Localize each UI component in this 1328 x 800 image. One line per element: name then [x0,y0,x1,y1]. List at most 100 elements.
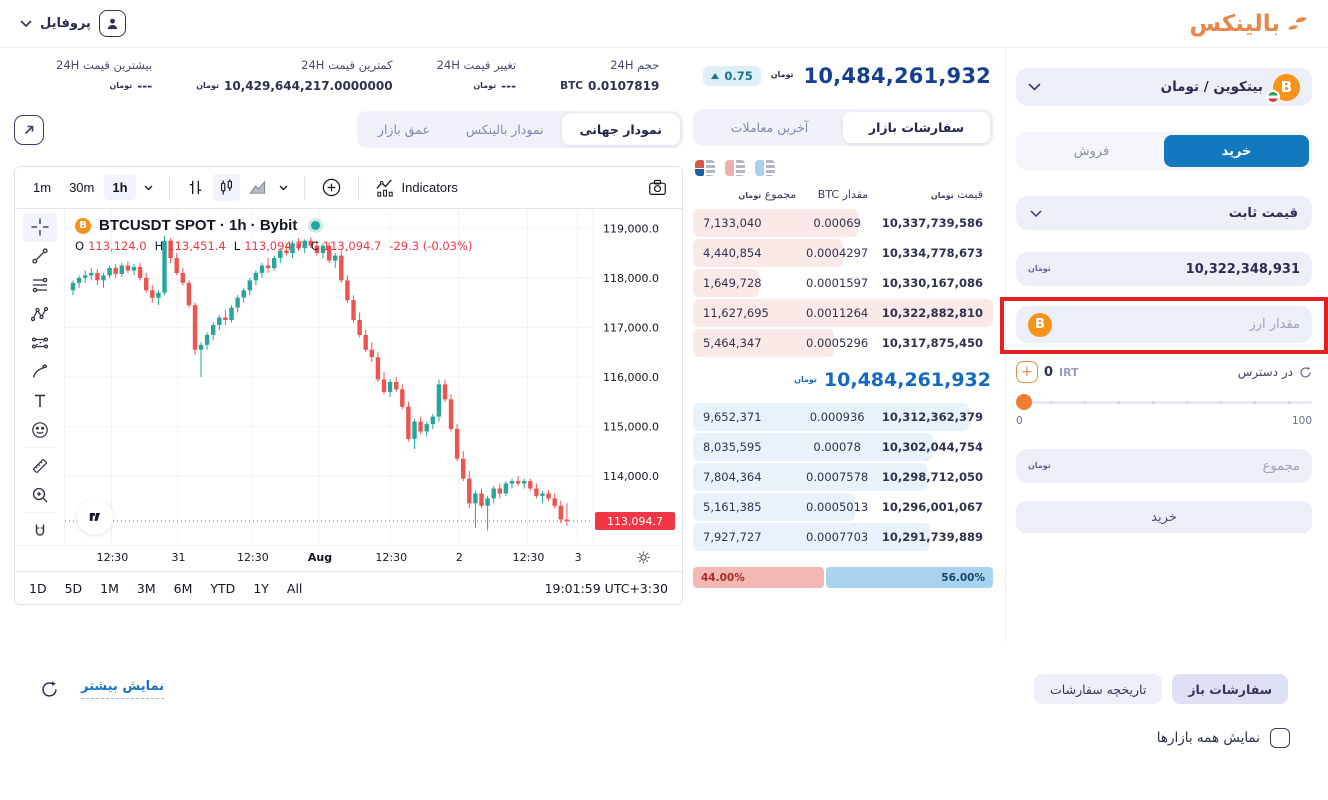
tab-global-chart[interactable]: نمودار جهانی [561,114,680,145]
ask-amount: 0.0005296 [806,336,869,350]
bid-price: 10,296,001,067 [881,500,983,514]
candlestick-chart[interactable]: 119,000.0 118,000.0 117,000.0 116,000.0 115,… [65,211,681,543]
ask-row[interactable]: 11,627,695 0.0011264 10,322,882,810 [693,299,993,327]
last-price: 10,484,261,932 [803,63,991,88]
ask-amount: 0.0001597 [806,276,869,290]
deposit-plus-button[interactable]: + [1016,361,1038,383]
show-all-markets-label: نمایش همه بازارها [1156,730,1260,746]
compare-add-icon[interactable] [317,173,346,202]
svg-text:113,094.7: 113,094.7 [607,515,663,528]
bid-row[interactable]: 9,652,371 0.000936 10,312,362,379 [693,403,993,431]
bid-amount: 0.0005013 [806,500,869,514]
view-bids-only-icon[interactable] [755,160,775,176]
open-orders-button[interactable]: سفارشات باز [1172,674,1288,704]
tab-sell[interactable]: فروش [1019,135,1164,167]
trendline-tool-icon[interactable] [23,242,57,271]
order-history-button[interactable]: تاریخچه سفارشات [1034,674,1163,704]
magnet-tool-icon[interactable] [23,516,57,545]
show-more-link[interactable]: نمایش بیشتر [81,679,165,699]
screenshot-camera-icon[interactable] [643,174,672,201]
range-1D[interactable]: 1D [29,580,47,596]
price-input[interactable] [1058,261,1300,277]
tab-market-depth[interactable]: عمق بازار [360,114,448,145]
interval-1h[interactable]: 1h [104,175,136,200]
bid-row[interactable]: 5,161,385 0.0005013 10,296,001,067 [693,493,993,521]
tradingview-logo[interactable] [77,499,113,535]
order-type-dropdown[interactable]: قیمت ثابت [1016,196,1312,230]
total-input[interactable] [1058,458,1300,474]
logo-text: بالینکس [1189,10,1280,37]
time-tick: 31 [171,551,186,564]
slider-min-label: 0 [1016,415,1023,427]
slider-handle[interactable] [1016,394,1032,410]
depth-bar [693,463,927,491]
svg-text:119,000.0: 119,000.0 [603,222,659,235]
time-axis[interactable]: 12:30 31 12:30 Aug 12:30 2 12:30 3 [15,545,682,571]
axis-settings-gear-icon[interactable] [635,549,652,566]
tab-market-orders[interactable]: سفارشات بازار [843,112,990,143]
btc-icon: B [1028,312,1052,337]
refresh-icon[interactable] [40,680,59,699]
range-3M[interactable]: 3M [136,580,156,596]
ask-row[interactable]: 1,649,728 0.0001597 10,330,167,086 [693,269,993,297]
bid-row[interactable]: 7,927,727 0.0007703 10,291,739,889 [693,523,993,551]
range-bar: 1D 5D 1M 3M 6M YTD 1Y All 19:01:59 UTC+3:30 [15,571,682,604]
ruler-tool-icon[interactable] [23,451,57,480]
ask-row[interactable]: 7,133,040 0.00069 10,337,739,586 [693,209,993,237]
refresh-icon[interactable] [1299,366,1312,379]
brush-tool-icon[interactable] [23,358,57,387]
buy-submit-button[interactable]: خرید [1016,501,1312,533]
range-YTD[interactable]: YTD [210,580,236,596]
candles-style-icon[interactable] [212,174,240,201]
area-style-icon[interactable] [244,174,271,201]
view-asks-only-icon[interactable] [725,160,745,176]
amount-percentage-slider[interactable] [1016,393,1312,411]
xabcd-pattern-tool-icon[interactable] [23,300,57,329]
chart-clock: 19:01:59 UTC+3:30 [544,580,668,596]
bid-row[interactable]: 7,804,364 0.0007578 10,298,712,050 [693,463,993,491]
interval-30m[interactable]: 30m [61,175,102,200]
pair-selector[interactable]: بیتکوین / تومان B [1016,68,1312,106]
interval-1m[interactable]: 1m [25,175,59,200]
range-5D[interactable]: 5D [64,580,83,596]
available-value: 0 [1044,364,1054,380]
fib-lines-tool-icon[interactable] [23,271,57,300]
range-6M[interactable]: 6M [173,580,193,596]
range-1M[interactable]: 1M [100,580,119,596]
buy-sell-tabs: خرید فروش [1016,132,1312,170]
range-1Y[interactable]: 1Y [253,580,269,596]
crosshair-tool-icon[interactable] [22,213,57,242]
bid-row[interactable]: 8,035,595 0.00078 10,302,044,754 [693,433,993,461]
indicators-button[interactable]: Indicators [371,174,462,201]
order-type-label: قیمت ثابت [1228,205,1298,221]
zoom-in-tool-icon[interactable] [23,480,57,509]
style-dropdown-chevron[interactable] [275,181,292,195]
bars-style-icon[interactable] [182,174,209,201]
projection-tool-icon[interactable] [23,329,57,358]
fullscreen-expand-icon[interactable] [14,114,44,145]
ask-row[interactable]: 4,440,854 0.0004297 10,334,778,673 [693,239,993,267]
ask-row[interactable]: 5,464,347 0.0005296 10,317,875,450 [693,329,993,357]
interval-dropdown-chevron[interactable] [140,181,157,195]
emoji-tool-icon[interactable] [23,415,57,444]
available-unit: IRT [1059,365,1079,379]
total-field-wrap: تومان [1016,449,1312,483]
profile-menu[interactable]: پروفایل [20,10,126,37]
text-tool-icon[interactable] [23,387,57,416]
view-both-sides-icon[interactable] [695,160,715,176]
header-total: مجموع تومان [738,188,797,201]
tab-balinex-chart[interactable]: نمودار بالینکس [448,114,562,145]
time-tick: 12:30 [512,551,545,564]
chart-plot-area[interactable]: 119,000.0 118,000.0 117,000.0 116,000.0 115,… [65,209,682,545]
range-All[interactable]: All [286,580,303,596]
show-all-markets-checkbox[interactable] [1270,728,1290,748]
bids-list: 9,652,371 0.000936 10,312,362,379 8,035,595… [693,403,993,551]
tab-buy[interactable]: خرید [1164,135,1309,167]
app-logo: بالینکس [1189,11,1308,37]
tab-latest-trades[interactable]: آخرین معاملات [696,112,843,143]
amount-input[interactable] [1060,317,1300,332]
depth-bar [693,493,855,521]
depth-bar [693,523,930,551]
slider-track[interactable] [1016,401,1312,404]
bid-total: 7,804,364 [703,470,762,484]
